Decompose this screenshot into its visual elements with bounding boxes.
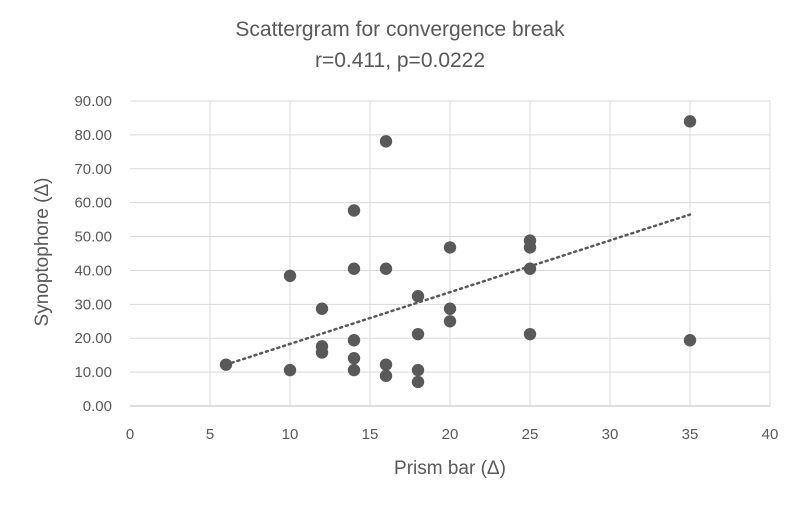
data-point — [683, 115, 697, 128]
data-point — [411, 375, 425, 389]
x-tick-label: 0 — [126, 426, 134, 443]
y-tick-label: 90.00 — [74, 93, 112, 110]
x-tick-label: 15 — [362, 426, 379, 443]
data-point — [379, 262, 393, 275]
y-tick-label: 20.00 — [74, 330, 112, 347]
data-point — [379, 369, 393, 383]
x-tick-label: 30 — [602, 426, 619, 443]
data-point — [411, 327, 425, 341]
data-point — [283, 363, 297, 377]
data-point — [347, 334, 361, 347]
data-point — [379, 135, 393, 148]
data-point — [347, 352, 361, 365]
x-tick-label: 35 — [682, 426, 699, 443]
data-point — [347, 262, 361, 275]
data-point — [523, 234, 537, 247]
x-tick-label: 25 — [522, 426, 539, 443]
y-axis-title: Synoptophore (Δ) — [32, 178, 53, 327]
data-point — [523, 262, 537, 275]
y-tick-label: 70.00 — [74, 161, 112, 178]
x-axis-title: Prism bar (Δ) — [394, 458, 506, 479]
x-tick-label: 20 — [442, 426, 459, 443]
data-point — [315, 340, 329, 353]
data-point — [523, 327, 537, 341]
data-point — [443, 315, 457, 328]
data-point — [411, 290, 425, 303]
data-point — [219, 358, 233, 371]
data-point — [347, 363, 361, 377]
data-point — [315, 302, 329, 315]
data-point — [411, 363, 425, 377]
y-tick-label: 60.00 — [74, 195, 112, 212]
y-tick-label: 10.00 — [74, 364, 112, 381]
data-points — [219, 115, 697, 389]
y-axis-ticks: 0.00 10.00 20.00 30.00 40.00 50.00 60.00 70.00 8… — [74, 93, 112, 415]
x-tick-label: 10 — [282, 426, 299, 443]
chart-subtitle: r=0.411, p=0.0222 — [315, 49, 485, 72]
x-axis-ticks: 0 5 10 15 20 25 30 35 40 — [126, 426, 779, 443]
y-tick-label: 50.00 — [74, 229, 112, 246]
data-point — [283, 269, 297, 283]
data-point — [443, 241, 457, 254]
data-point — [443, 302, 457, 315]
y-tick-label: 40.00 — [74, 262, 112, 279]
data-point — [347, 204, 361, 217]
y-tick-label: 30.00 — [74, 296, 112, 313]
y-tick-label: 0.00 — [83, 398, 112, 415]
x-tick-label: 5 — [206, 426, 214, 443]
y-tick-label: 80.00 — [74, 127, 112, 144]
x-tick-label: 40 — [762, 426, 779, 443]
data-point — [379, 358, 393, 371]
chart-title: Scattergram for convergence break — [235, 18, 565, 41]
data-point — [683, 334, 697, 347]
